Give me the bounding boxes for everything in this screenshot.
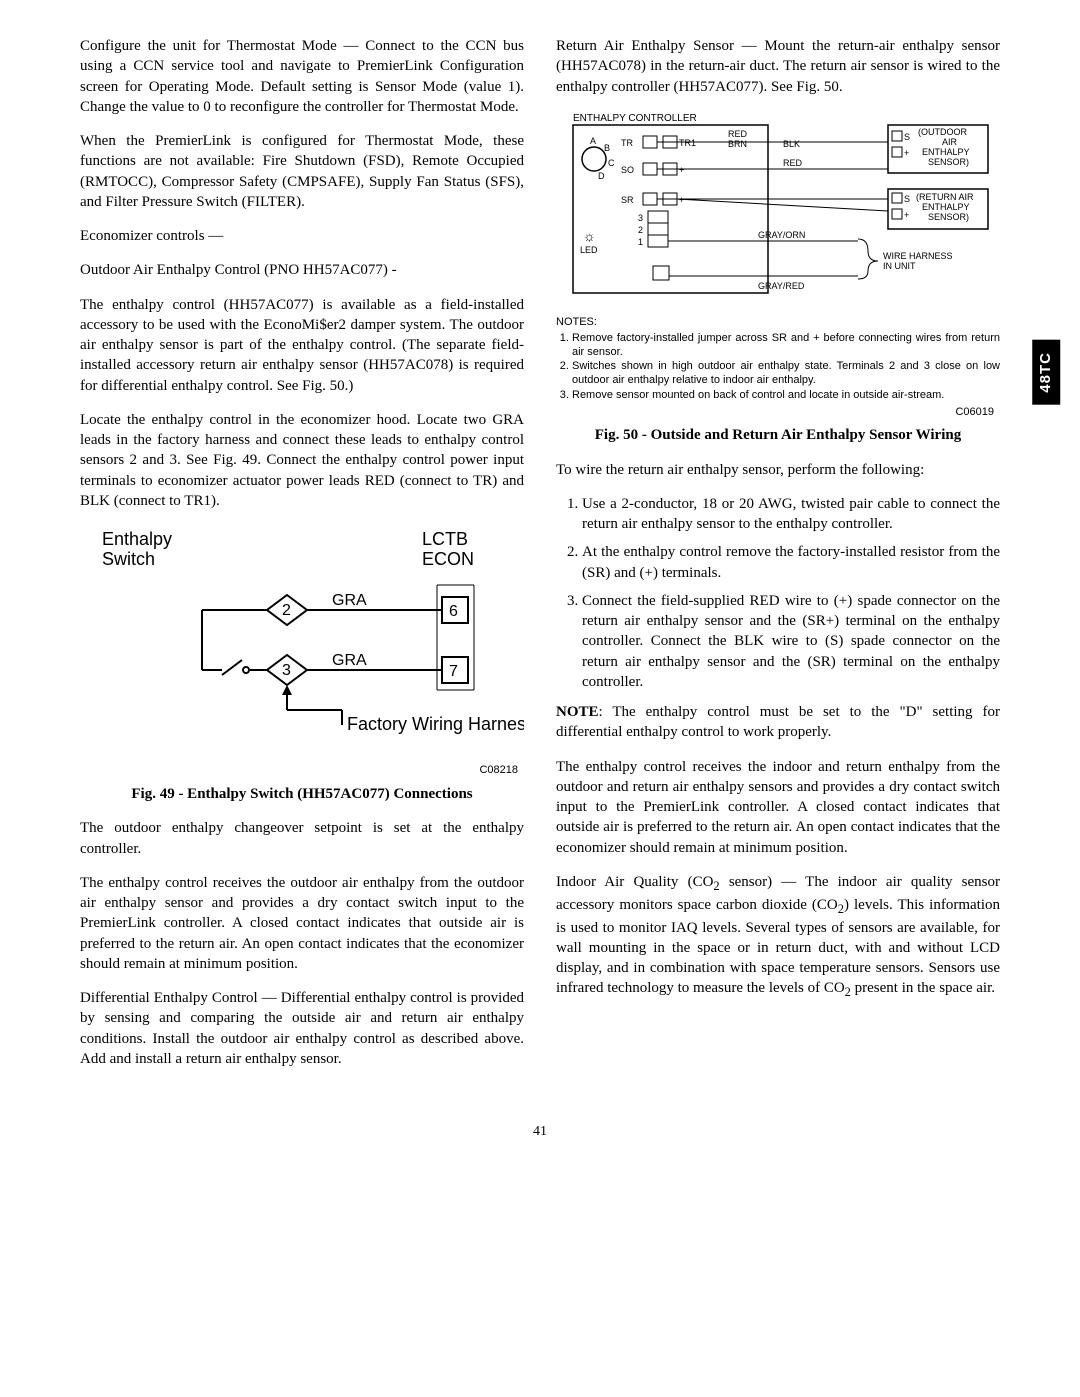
svg-text:TR1: TR1 [679, 138, 696, 148]
note-item: Remove sensor mounted on back of control… [572, 389, 1000, 403]
two-column-layout: Configure the unit for Thermostat Mode —… [80, 36, 1000, 1083]
svg-text:(OUTDOOR: (OUTDOOR [918, 127, 967, 137]
svg-text:GRAY/ORN: GRAY/ORN [758, 230, 805, 240]
paragraph: The enthalpy control receives the indoor… [556, 757, 1000, 858]
note-paragraph: NOTE: The enthalpy control must be set t… [556, 702, 1000, 743]
notes-label: NOTES: [556, 316, 597, 328]
figure-49: .t { font-size: 18px; } .t2 { font-size:… [80, 525, 524, 804]
svg-text:B: B [604, 143, 610, 153]
paragraph: Differential Enthalpy Control — Differen… [80, 988, 524, 1069]
step-item: At the enthalpy control remove the facto… [582, 542, 1000, 583]
paragraph: The outdoor enthalpy changeover setpoint… [80, 818, 524, 859]
svg-text:LED: LED [580, 245, 598, 255]
svg-text:7: 7 [449, 663, 458, 680]
svg-text:SENSOR): SENSOR) [928, 157, 969, 167]
paragraph: When the PremierLink is configured for T… [80, 131, 524, 212]
figure-code: C06019 [556, 405, 994, 420]
svg-text:GRA: GRA [332, 592, 367, 609]
figure-caption: Fig. 49 - Enthalpy Switch (HH57AC077) Co… [80, 784, 524, 804]
svg-text:Switch: Switch [102, 549, 155, 569]
svg-text:GRA: GRA [332, 652, 367, 669]
paragraph: Outdoor Air Enthalpy Control (PNO HH57AC… [80, 260, 524, 280]
svg-text:AIR: AIR [942, 137, 958, 147]
svg-text:+: + [679, 165, 684, 175]
svg-text:6: 6 [449, 603, 458, 620]
svg-text:BLK: BLK [783, 139, 800, 149]
svg-text:SR: SR [621, 195, 634, 205]
paragraph: The enthalpy control receives the outdoo… [80, 873, 524, 974]
svg-text:A: A [590, 136, 596, 146]
page-number: 41 [80, 1123, 1000, 1142]
steps-list: Use a 2-conductor, 18 or 20 AWG, twisted… [556, 494, 1000, 692]
svg-text:3: 3 [638, 213, 643, 223]
svg-text:RED: RED [728, 129, 748, 139]
svg-text:TR: TR [621, 138, 633, 148]
svg-text:Factory Wiring Harness: Factory Wiring Harness [347, 714, 524, 734]
side-tab: 48TC [1032, 340, 1060, 405]
svg-text:(RETURN AIR: (RETURN AIR [916, 192, 974, 202]
svg-text:SENSOR): SENSOR) [928, 212, 969, 222]
note-item: Remove factory-installed jumper across S… [572, 332, 1000, 360]
svg-text:☼: ☼ [583, 228, 596, 244]
right-column: Return Air Enthalpy Sensor — Mount the r… [556, 36, 1000, 1083]
paragraph: Return Air Enthalpy Sensor — Mount the r… [556, 36, 1000, 97]
svg-text:LCTB: LCTB [422, 529, 468, 549]
svg-text:S: S [904, 132, 910, 142]
svg-text:D: D [598, 171, 605, 181]
svg-text:WIRE HARNESS: WIRE HARNESS [883, 251, 953, 261]
paragraph: Economizer controls — [80, 226, 524, 246]
svg-text:2: 2 [638, 225, 643, 235]
svg-text:RED: RED [783, 158, 803, 168]
paragraph: The enthalpy control (HH57AC077) is avai… [80, 295, 524, 396]
svg-text:GRAY/RED: GRAY/RED [758, 281, 805, 291]
svg-text:S: S [904, 194, 910, 204]
svg-text:3: 3 [282, 662, 291, 679]
svg-text:IN UNIT: IN UNIT [883, 261, 916, 271]
svg-text:BRN: BRN [728, 139, 747, 149]
step-item: Use a 2-conductor, 18 or 20 AWG, twisted… [582, 494, 1000, 535]
note-text: : The enthalpy control must be set to th… [556, 704, 1000, 740]
paragraph: Indoor Air Quality (CO2 sensor) — The in… [556, 872, 1000, 1001]
svg-text:Enthalpy: Enthalpy [102, 529, 172, 549]
fig49-svg: .t { font-size: 18px; } .t2 { font-size:… [80, 525, 524, 755]
svg-text:+: + [904, 210, 909, 220]
svg-text:2: 2 [282, 602, 291, 619]
paragraph: Locate the enthalpy control in the econo… [80, 410, 524, 511]
note-label: NOTE [556, 704, 599, 720]
svg-text:ECON: ECON [422, 549, 474, 569]
figure-caption: Fig. 50 - Outside and Return Air Enthalp… [556, 425, 1000, 445]
svg-text:+: + [679, 195, 684, 205]
text-run: Indoor Air Quality (CO [556, 874, 713, 890]
paragraph: To wire the return air enthalpy sensor, … [556, 460, 1000, 480]
figure-50: .s { font-size: 10px; } .ss { font-size:… [556, 111, 1000, 446]
note-item: Switches shown in high outdoor air entha… [572, 360, 1000, 388]
step-item: Connect the field-supplied RED wire to (… [582, 591, 1000, 692]
svg-text:C: C [608, 158, 615, 168]
svg-text:ENTHALPY: ENTHALPY [922, 202, 970, 212]
paragraph: Configure the unit for Thermostat Mode —… [80, 36, 524, 117]
svg-text:SO: SO [621, 165, 634, 175]
svg-text:ENTHALPY: ENTHALPY [922, 147, 970, 157]
fig50-svg: .s { font-size: 10px; } .ss { font-size:… [556, 111, 1000, 306]
text-run: present in the space air. [851, 980, 995, 996]
svg-text:+: + [904, 148, 909, 158]
figure-code: C08218 [80, 763, 518, 778]
svg-text:1: 1 [638, 237, 643, 247]
left-column: Configure the unit for Thermostat Mode —… [80, 36, 524, 1083]
figure-notes: NOTES: Remove factory-installed jumper a… [556, 316, 1000, 403]
svg-text:ENTHALPY CONTROLLER: ENTHALPY CONTROLLER [573, 113, 697, 124]
